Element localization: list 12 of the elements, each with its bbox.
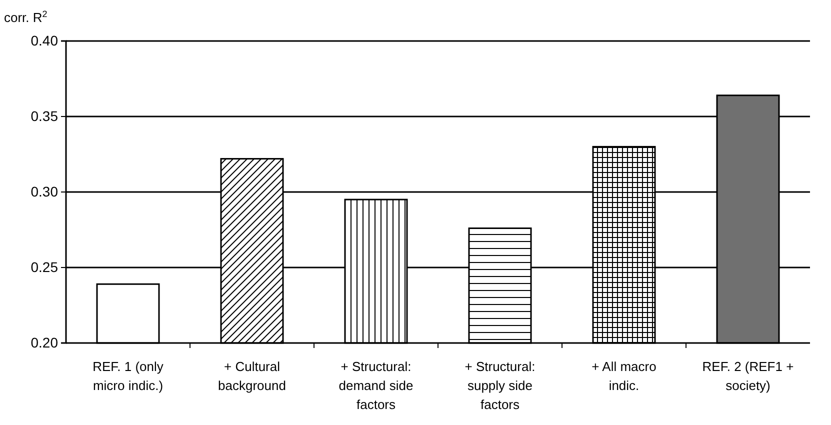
y-tick-label: 0.20 [30,334,58,350]
y-tick-label: 0.40 [30,32,58,48]
x-tick-label: + Structural: demand side factors [338,359,414,412]
y-tick-label: 0.25 [30,258,58,275]
x-tick-label: + Cultural background [218,359,286,393]
y-tick-label: 0.35 [30,108,58,124]
y-axis-title: corr. R$^{2}$ [4,9,48,25]
x-tick-label: REF. 1 (only micro indic.) [92,359,164,393]
x-tick-label: + All macro indic. [592,359,656,393]
x-tick-label: + Structural: supply side factors [464,359,536,412]
x-tick-label: REF. 2 (REF1 + society) [702,359,794,393]
y-tick-label: 0.30 [30,183,58,200]
